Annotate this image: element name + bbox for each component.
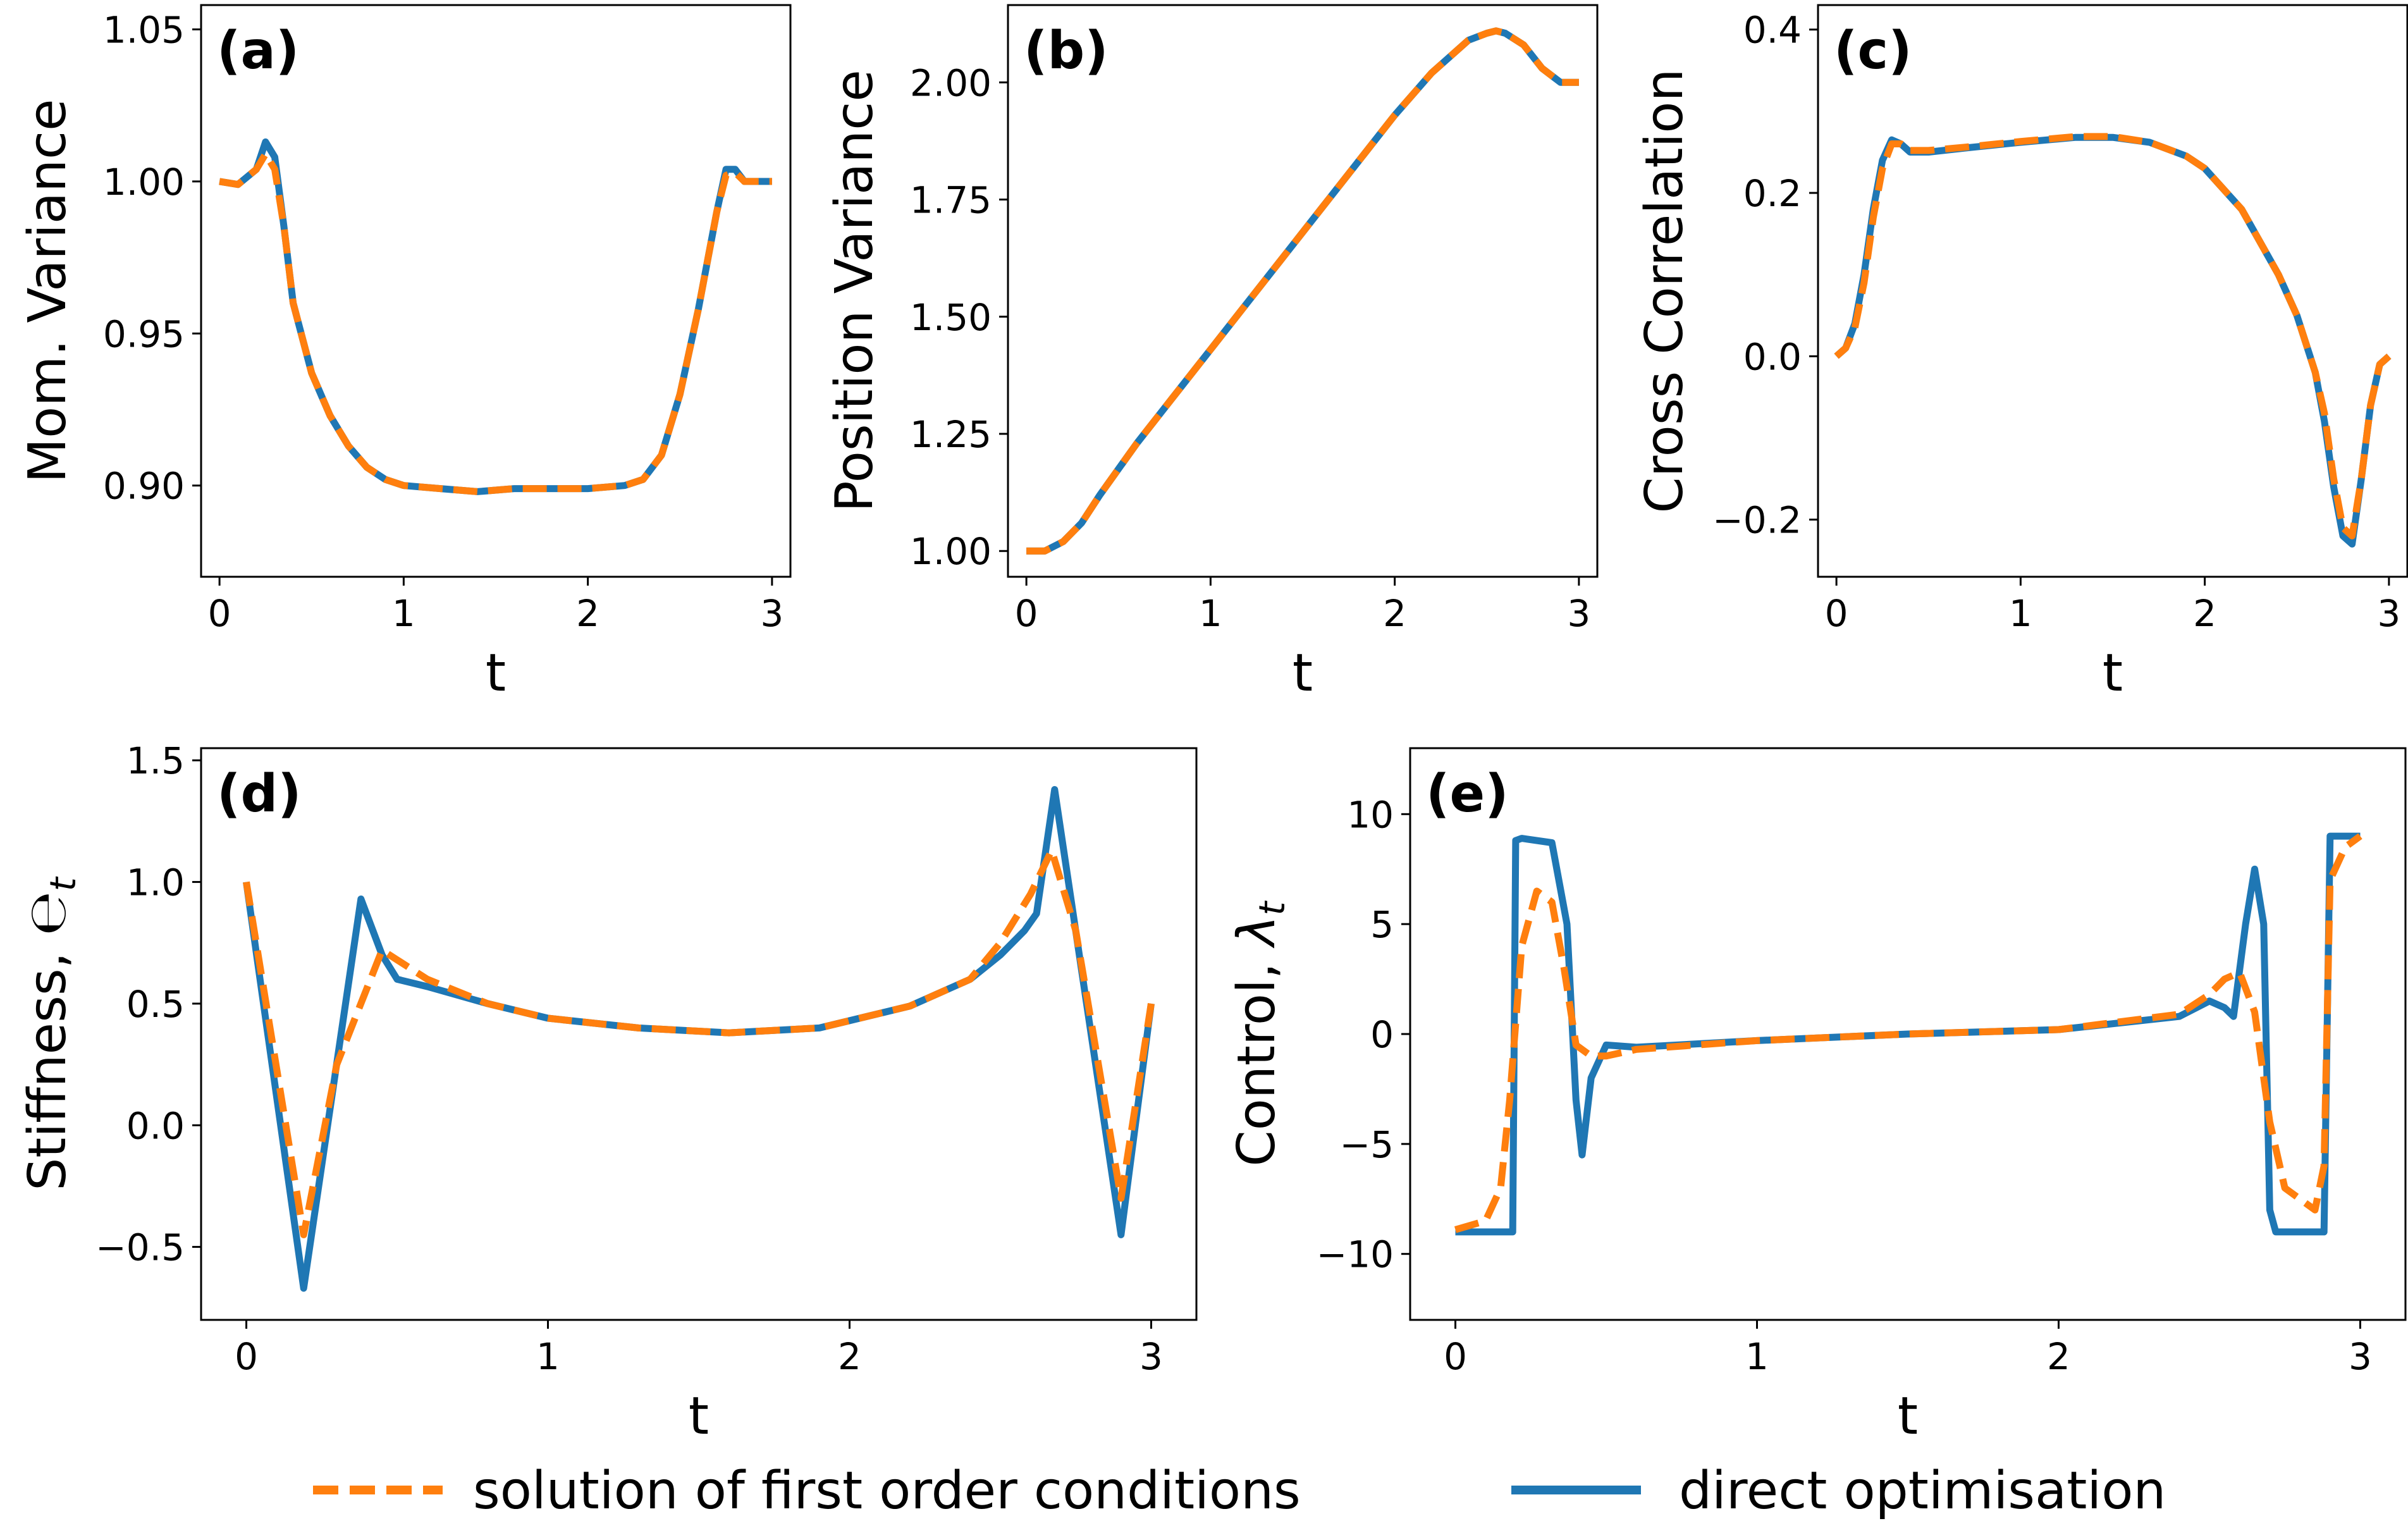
panel-d-axes-frame <box>200 747 1198 1321</box>
panel-c-xtick-label: 0 <box>1825 592 1848 635</box>
panel-c-ytick-label: 0.4 <box>1743 9 1802 52</box>
panel-e-ylabel-text: Control, <box>1227 946 1287 1167</box>
panel-d-ylabel-text: Stiffness, <box>18 935 78 1190</box>
panel-b-ytick-label: 1.25 <box>910 413 992 456</box>
panel-b-ytick-label: 1.50 <box>910 296 992 339</box>
panel-e-xtick-label: 1 <box>1745 1335 1769 1378</box>
panel-e-xtick-label: 3 <box>2349 1335 2372 1378</box>
panel-d-label: (d) <box>217 764 302 824</box>
panel-e-ytick-label: −10 <box>1317 1233 1394 1276</box>
legend: solution of first order conditions direc… <box>313 1461 2166 1521</box>
panel-b-first-order-conditions-line <box>1026 27 1579 555</box>
panel-e-ylabel-subscript: t <box>1252 900 1293 915</box>
panel-a-xtick-label: 3 <box>760 592 783 635</box>
panel-e-direct-optimisation-line <box>1455 832 2361 1236</box>
panel-c-xlabel: t <box>2103 643 2123 703</box>
panel-a-ytick-label: 1.00 <box>103 161 185 204</box>
panel-e-ylabel-symbol: λ <box>1227 915 1287 949</box>
panel-d-ytick-label: −0.5 <box>95 1226 185 1269</box>
panel-a: 0 1 2 3 0.90 0.95 1.00 1.05 t Mom. Variance (a) <box>18 4 792 703</box>
panel-d-xtick-label: 1 <box>536 1335 560 1378</box>
panel-e-ytick-label: 5 <box>1370 903 1394 946</box>
panel-b-xlabel: t <box>1293 643 1313 703</box>
panel-b-ylabel: Position Variance <box>825 70 885 512</box>
panel-d-ylabel: Stiffness, ℮t <box>18 876 84 1191</box>
panel-d-ytick-label: 1.5 <box>126 739 185 782</box>
panel-e-ytick-label: 10 <box>1347 793 1394 836</box>
panel-d-first-order-conditions-line <box>243 847 1155 1238</box>
panel-b-ytick-label: 1.00 <box>910 530 992 573</box>
panel-b-axes-frame <box>1007 4 1599 578</box>
panel-b-xtick-label: 0 <box>1015 592 1038 635</box>
panel-c-xtick-label: 3 <box>2377 592 2400 635</box>
panel-b-ytick-label: 2.00 <box>910 61 992 104</box>
panel-e-first-order-conditions-line <box>1454 833 2362 1233</box>
panel-e-xtick-label: 2 <box>2047 1335 2070 1378</box>
panel-d-xtick-label: 3 <box>1140 1335 1163 1378</box>
panel-c: 0 1 2 3 −0.2 0.0 0.2 0.4 t Cross Correlation (c) <box>1635 4 2408 703</box>
panel-c-xtick-label: 2 <box>2193 592 2216 635</box>
panel-b-direct-optimisation-line <box>1026 27 1579 555</box>
panel-d-ytick-label: 0.0 <box>126 1104 185 1147</box>
panel-c-first-order-conditions-line <box>1834 133 2392 539</box>
panel-e-ytick-label: 0 <box>1370 1013 1394 1056</box>
panel-c-label: (c) <box>1834 21 1912 81</box>
panel-a-axes-frame <box>200 4 792 578</box>
panel-e-xlabel: t <box>1898 1386 1918 1446</box>
panel-d-ylabel-symbol: ℮ <box>18 891 78 935</box>
panel-a-xtick-label: 0 <box>208 592 231 635</box>
panel-a-ytick-label: 1.05 <box>103 8 185 51</box>
panel-a-ytick-label: 0.90 <box>103 465 185 508</box>
panel-b-label: (b) <box>1024 21 1109 81</box>
panel-b-xtick-label: 1 <box>1199 592 1222 635</box>
panel-e-xtick-label: 0 <box>1444 1335 1467 1378</box>
panel-a-label: (a) <box>217 21 299 81</box>
panel-a-ylabel: Mom. Variance <box>18 99 78 483</box>
panel-d-ytick-label: 1.0 <box>126 861 185 904</box>
panel-a-first-order-conditions-line <box>219 151 772 495</box>
panel-b-ytick-label: 1.75 <box>910 179 992 222</box>
panel-d-xlabel: t <box>689 1386 709 1446</box>
panel-d-ylabel-subscript: t <box>43 876 84 891</box>
legend-solid-label: direct optimisation <box>1679 1461 2166 1521</box>
panel-d-xtick-label: 2 <box>838 1335 861 1378</box>
legend-dashed-label: solution of first order conditions <box>473 1461 1301 1521</box>
panel-a-xlabel: t <box>486 643 506 703</box>
panel-e-label: (e) <box>1426 764 1509 824</box>
panel-b: 0 1 2 3 1.00 1.25 1.50 1.75 2.00 t Position Varian… <box>825 4 1599 703</box>
panel-c-ytick-label: 0.0 <box>1743 335 1802 378</box>
panel-e-ytick-label: −5 <box>1340 1123 1394 1166</box>
panel-b-xtick-label: 3 <box>1567 592 1590 635</box>
panel-c-ytick-label: −0.2 <box>1712 499 1802 542</box>
panel-c-xtick-label: 1 <box>2009 592 2032 635</box>
panel-a-ytick-label: 0.95 <box>103 312 185 355</box>
panel-a-direct-optimisation-line <box>219 138 772 495</box>
panel-d-direct-optimisation-line <box>243 785 1155 1292</box>
panel-d-xtick-label: 0 <box>235 1335 258 1378</box>
panel-c-axes-frame <box>1817 4 2408 578</box>
panel-d-ytick-label: 0.5 <box>126 983 185 1026</box>
panel-c-ytick-label: 0.2 <box>1743 172 1802 215</box>
panel-a-xtick-label: 1 <box>392 592 415 635</box>
panel-e-ylabel: Control, λt <box>1227 900 1293 1166</box>
panel-b-xtick-label: 2 <box>1383 592 1406 635</box>
panel-a-xtick-label: 2 <box>576 592 599 635</box>
panel-c-ylabel: Cross Correlation <box>1635 68 1695 513</box>
